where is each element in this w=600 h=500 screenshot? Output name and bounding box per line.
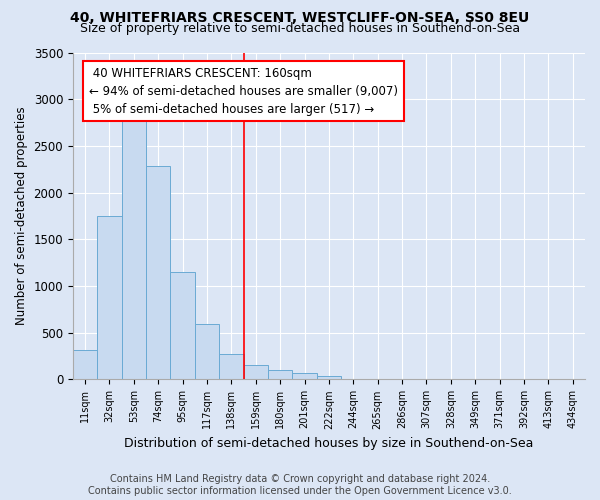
X-axis label: Distribution of semi-detached houses by size in Southend-on-Sea: Distribution of semi-detached houses by …: [124, 437, 533, 450]
Text: Size of property relative to semi-detached houses in Southend-on-Sea: Size of property relative to semi-detach…: [80, 22, 520, 35]
Text: 40 WHITEFRIARS CRESCENT: 160sqm
← 94% of semi-detached houses are smaller (9,007: 40 WHITEFRIARS CRESCENT: 160sqm ← 94% of…: [89, 66, 398, 116]
Y-axis label: Number of semi-detached properties: Number of semi-detached properties: [15, 106, 28, 326]
Bar: [317, 376, 341, 380]
Bar: [292, 373, 317, 380]
Bar: [219, 354, 244, 380]
Bar: [268, 370, 292, 380]
Bar: [170, 272, 195, 380]
Bar: [244, 365, 268, 380]
Bar: [122, 104, 146, 380]
Bar: [341, 378, 365, 380]
Bar: [97, 216, 122, 380]
Text: Contains HM Land Registry data © Crown copyright and database right 2024.
Contai: Contains HM Land Registry data © Crown c…: [88, 474, 512, 496]
Text: 40, WHITEFRIARS CRESCENT, WESTCLIFF-ON-SEA, SS0 8EU: 40, WHITEFRIARS CRESCENT, WESTCLIFF-ON-S…: [70, 11, 530, 25]
Bar: [146, 166, 170, 380]
Bar: [73, 350, 97, 380]
Bar: [195, 324, 219, 380]
